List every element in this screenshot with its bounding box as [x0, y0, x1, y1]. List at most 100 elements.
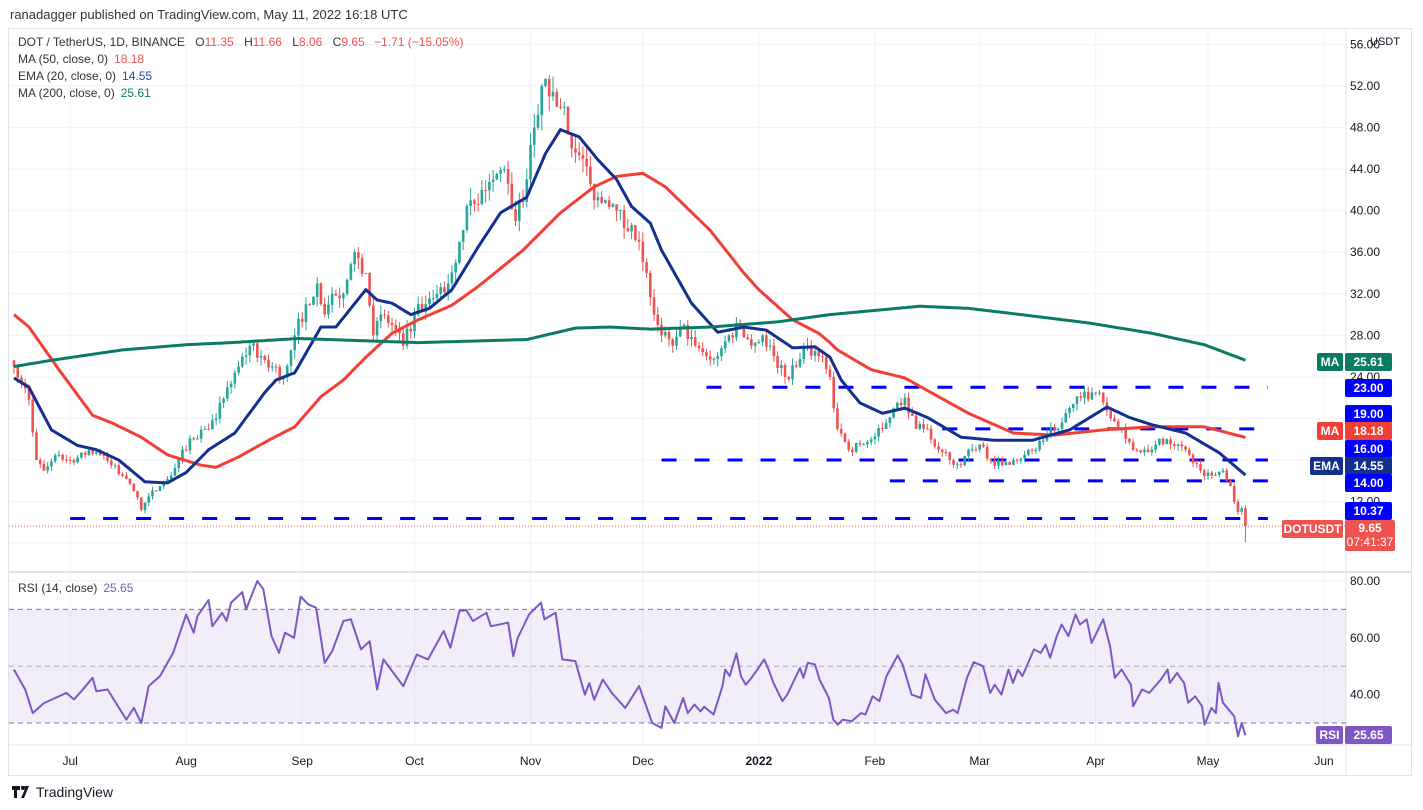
- candle-down: [117, 465, 121, 475]
- candle-up: [682, 324, 686, 328]
- candle-up: [768, 345, 772, 347]
- candle-down: [139, 497, 143, 510]
- candle-down: [649, 273, 652, 298]
- low-value: 8.06: [298, 35, 323, 49]
- candle-up: [630, 225, 633, 232]
- candle-down: [368, 273, 371, 306]
- candle-down: [577, 152, 581, 156]
- symbol-legend[interactable]: DOT / TetherUS, 1D, BINANCE O11.35 H11.6…: [18, 35, 463, 49]
- candle-up: [1098, 392, 1101, 394]
- candle-up: [439, 287, 443, 294]
- rsi-value: 25.65: [103, 581, 134, 595]
- candle-down: [1124, 428, 1127, 439]
- time-axis-label: Oct: [405, 754, 424, 768]
- candle-up: [289, 350, 293, 366]
- time-axis-label: Mar: [969, 754, 990, 768]
- candle-down: [124, 475, 128, 479]
- candle-up: [252, 343, 255, 346]
- candle-up: [1165, 439, 1169, 445]
- tradingview-logo[interactable]: TradingView: [12, 784, 113, 800]
- ma50-legend[interactable]: MA (50, close, 0) 18.18: [18, 52, 144, 66]
- last-price: 9.65: [1358, 521, 1382, 535]
- candle-down: [1195, 462, 1199, 465]
- rsi-legend[interactable]: RSI (14, close) 25.65: [18, 581, 133, 595]
- candle-down: [1188, 449, 1191, 455]
- candle-down: [1094, 392, 1098, 394]
- candle-up: [802, 348, 806, 360]
- candle-down: [1169, 439, 1172, 445]
- candle-up: [428, 298, 431, 305]
- candle-up: [1083, 391, 1086, 398]
- tradingview-logo-icon: [12, 786, 29, 798]
- candle-up: [604, 200, 607, 203]
- ema20-value: 14.55: [122, 69, 153, 83]
- low-label: L: [292, 35, 299, 49]
- candle-down: [1244, 508, 1247, 527]
- chart-frame: [8, 28, 1412, 776]
- candle-down: [828, 369, 832, 377]
- ema20-legend[interactable]: EMA (20, close, 0) 14.55: [18, 69, 152, 83]
- open-label: O: [195, 35, 205, 49]
- candle-down: [31, 399, 35, 433]
- candle-down: [637, 239, 641, 242]
- candle-up: [375, 320, 379, 336]
- candle-up: [1090, 392, 1094, 400]
- candle-down: [394, 324, 398, 330]
- candle-down: [1202, 470, 1206, 476]
- candle-down: [1184, 446, 1187, 450]
- candle-down: [263, 356, 267, 360]
- candle-down: [626, 228, 630, 232]
- candle-down: [787, 376, 791, 380]
- candle-up: [970, 449, 974, 451]
- candle-up: [214, 418, 218, 421]
- ma200-legend[interactable]: MA (200, close, 0) 25.61: [18, 86, 151, 100]
- candle-down: [697, 345, 701, 349]
- candle-up: [1034, 449, 1038, 451]
- candle-down: [476, 203, 480, 205]
- candle-up: [1012, 460, 1015, 465]
- candle-up: [450, 272, 454, 284]
- candle-down: [634, 225, 637, 240]
- candle-up: [446, 283, 450, 293]
- candle-down: [521, 201, 525, 203]
- candle-down: [899, 402, 903, 406]
- candle-down: [1086, 391, 1090, 400]
- candle-up: [57, 454, 61, 456]
- candle-up: [248, 345, 252, 356]
- candle-up: [503, 169, 506, 171]
- candle-down: [925, 428, 929, 430]
- candle-down: [1173, 444, 1176, 446]
- candle-up: [1049, 427, 1053, 435]
- candle-up: [892, 408, 895, 418]
- candle-up: [46, 466, 49, 471]
- candle-up: [50, 461, 53, 467]
- rsi-axis-tag: RSI: [1316, 726, 1343, 744]
- rsi-axis-label: 80.00: [1350, 574, 1380, 588]
- candle-down: [1161, 438, 1165, 445]
- currency-label[interactable]: USDT: [1370, 36, 1400, 48]
- candle-up: [469, 200, 472, 206]
- level-23-label: 23.00: [1345, 379, 1392, 397]
- candle-down: [1199, 464, 1202, 471]
- candle-up: [461, 230, 465, 242]
- time-axis-label: Feb: [865, 754, 886, 768]
- candle-up: [791, 365, 794, 380]
- candle-down: [847, 441, 850, 450]
- candle-down: [98, 451, 102, 455]
- candle-up: [454, 262, 457, 273]
- candle-down: [1225, 470, 1229, 481]
- last-price-box: 9.65 07:41:37: [1345, 520, 1395, 551]
- candle-down: [1030, 449, 1034, 451]
- candle-down: [68, 460, 72, 462]
- candle-down: [581, 155, 585, 159]
- candle-down: [933, 439, 937, 447]
- candle-down: [72, 460, 76, 463]
- candle-up: [345, 279, 349, 294]
- candle-down: [944, 451, 948, 453]
- candle-down: [473, 200, 476, 204]
- ma200-label: MA (200, close, 0): [18, 86, 115, 100]
- candle-down: [615, 204, 618, 211]
- candle-up: [353, 252, 356, 265]
- candle-up: [480, 189, 484, 204]
